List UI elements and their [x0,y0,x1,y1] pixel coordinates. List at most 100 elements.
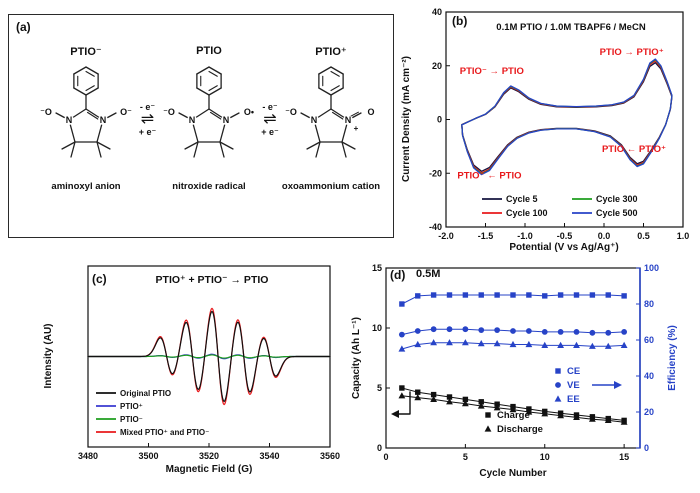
chemical-structure-ptio: N N ⁻O O• [163,66,254,158]
species-title: PTIO⁺ [315,46,347,58]
svg-text:3540: 3540 [259,451,279,461]
svg-text:O: O [367,107,374,117]
panel-a-schemes: (a) PTIO⁻ N N ⁻O O⁻ aminoxyl anion - e⁻ ⇌ +… [8,14,394,238]
svg-text:60: 60 [644,335,654,345]
plus-electron-label: + e⁻ [138,127,157,138]
equilibrium-arrows-icon: ⇌ [263,111,277,129]
svg-text:N: N [189,115,196,125]
species-name: aminoxyl anion [51,181,121,192]
svg-text:10: 10 [540,452,550,462]
cv-legend: Cycle 5 Cycle 100 Cycle 300 Cycle 500 [482,194,638,218]
svg-text:⁻O: ⁻O [40,107,52,117]
minus-electron-label: - e⁻ [262,102,278,112]
capacity-plot: 0 5 10 15 0 5 10 15 0 20 40 60 80 100 CE VE EE Charge Disc… [372,263,659,462]
cv-axes-ticks: -2.0 -1.5 -1.0 -0.5 0.0 0.5 1.0 -40 -20 0 20 40 [429,7,689,241]
species-nitroxide-radical: PTIO N N ⁻O O• nitroxide radical [149,45,269,192]
capacity-axes-ticks: 0 5 10 15 0 5 10 15 0 20 40 60 80 100 [372,263,659,462]
svg-text:Cycle 500: Cycle 500 [596,208,638,218]
svg-text:Cycle 300: Cycle 300 [596,194,638,204]
svg-text:5: 5 [463,452,468,462]
panel-c-tag: (c) [92,272,107,286]
epr-curves [87,307,331,406]
panel-d-tag: (d) [390,268,406,282]
species-oxoammonium-cation: PTIO⁺ N N + ⁻O O oxoammonium cation [271,45,391,192]
svg-text:PTIO⁺: PTIO⁺ [120,402,143,411]
svg-text:15: 15 [372,263,382,273]
svg-text:100: 100 [644,263,659,273]
panel-c-epr-spectra: 3480 3500 3520 3540 3560 Original PTIO PTIO⁺ PT… [28,258,364,490]
svg-text:O•: O• [244,107,254,117]
svg-text:0.5: 0.5 [637,231,650,241]
equilibrium-2: - e⁻ ⇌ + e⁻ [252,102,288,138]
chemical-structure-ptio-anion: N N ⁻O O⁻ [40,66,132,158]
svg-text:15: 15 [619,452,629,462]
svg-text:-20: -20 [429,168,442,178]
svg-text:0: 0 [383,452,388,462]
svg-text:CE: CE [567,366,580,377]
cv-plot: -2.0 -1.5 -1.0 -0.5 0.0 0.5 1.0 -40 -20 0 20 40 PTIO… [429,7,689,241]
cv-x-axis-label: Potential (V vs Ag/Ag⁺) [509,242,619,253]
cv-curves [461,58,673,176]
epr-y-axis-label: Intensity (AU) [43,323,54,389]
svg-text:PTIO → PTIO⁺: PTIO → PTIO⁺ [600,47,664,58]
epr-title: PTIO⁺ + PTIO⁻ → PTIO [155,274,269,286]
svg-text:20: 20 [644,407,654,417]
svg-text:⁻O: ⁻O [285,107,297,117]
svg-text:Cycle 5: Cycle 5 [506,194,538,204]
svg-text:3520: 3520 [199,451,219,461]
efficiency-legend: CE VE EE [554,366,622,405]
svg-text:O⁻: O⁻ [120,107,132,117]
equilibrium-1: - e⁻ ⇌ + e⁻ [129,102,166,138]
svg-text:N: N [223,115,230,125]
panel-b-tag: (b) [452,14,468,28]
svg-text:80: 80 [644,299,654,309]
svg-text:-0.5: -0.5 [557,231,573,241]
cv-curve-cycle-500 [461,58,673,176]
capacity-legend: Charge Discharge [484,410,543,435]
capacity-y-axis-label: Capacity (Ah L⁻¹) [351,317,362,399]
svg-text:N: N [345,115,352,125]
minus-electron-label: - e⁻ [139,102,156,112]
svg-text:PTIO⁻ → PTIO: PTIO⁻ → PTIO [460,66,524,77]
efficiency-series [398,292,628,352]
svg-text:PTIO⁻: PTIO⁻ [120,415,143,424]
svg-text:0.0: 0.0 [598,231,611,241]
svg-text:Mixed PTIO⁺ and PTIO⁻: Mixed PTIO⁺ and PTIO⁻ [120,428,209,437]
cv-curve-cycle-5 [461,62,673,172]
species-aminoxyl-anion: PTIO⁻ N N ⁻O O⁻ aminoxyl anion [26,45,146,192]
svg-text:-40: -40 [429,222,442,232]
svg-text:10: 10 [372,323,382,333]
svg-text:20: 20 [432,61,442,71]
svg-text:3560: 3560 [320,451,340,461]
chemical-structure-ptio-cation: N N+⁻O O [285,66,375,158]
cv-curve-cycle-100 [461,60,673,174]
epr-x-axis-label: Magnetic Field (G) [165,464,253,475]
concentration-label: 0.5M [416,268,441,280]
svg-text:PTIO⁻ ← PTIO: PTIO⁻ ← PTIO [457,171,521,182]
panel-b-cyclic-voltammetry: -2.0 -1.5 -1.0 -0.5 0.0 0.5 1.0 -40 -20 0 20 40 PTIO… [396,0,700,256]
capacity-series [398,385,628,425]
svg-text:N: N [100,115,107,125]
cv-title: 0.1M PTIO / 1.0M TBAPF6 / MeCN [496,22,646,33]
epr-curve-0 [87,310,331,403]
species-name: nitroxide radical [172,181,246,192]
plus-electron-label: + e⁻ [261,127,279,138]
efficiency-axis-label: Efficiency (%) [667,325,678,391]
svg-text:+: + [354,124,359,133]
svg-text:0: 0 [644,443,649,453]
equilibrium-arrows-icon: ⇌ [140,111,155,129]
epr-legend: Original PTIO PTIO⁺ PTIO⁻ Mixed PTIO⁺ and P… [96,389,209,437]
svg-text:-1.0: -1.0 [517,231,533,241]
epr-axes-ticks: 3480 3500 3520 3540 3560 [78,443,340,461]
svg-text:40: 40 [644,371,654,381]
svg-text:3480: 3480 [78,451,98,461]
svg-text:0: 0 [437,115,442,125]
svg-text:Charge: Charge [497,410,530,421]
svg-text:VE: VE [567,380,580,391]
svg-text:-1.5: -1.5 [478,231,494,241]
panel-a-tag: (a) [16,20,31,34]
svg-text:PTIO ← PTIO⁺: PTIO ← PTIO⁺ [602,144,666,155]
epr-plot: 3480 3500 3520 3540 3560 Original PTIO PTIO⁺ PT… [78,265,340,461]
svg-text:Discharge: Discharge [497,424,543,435]
